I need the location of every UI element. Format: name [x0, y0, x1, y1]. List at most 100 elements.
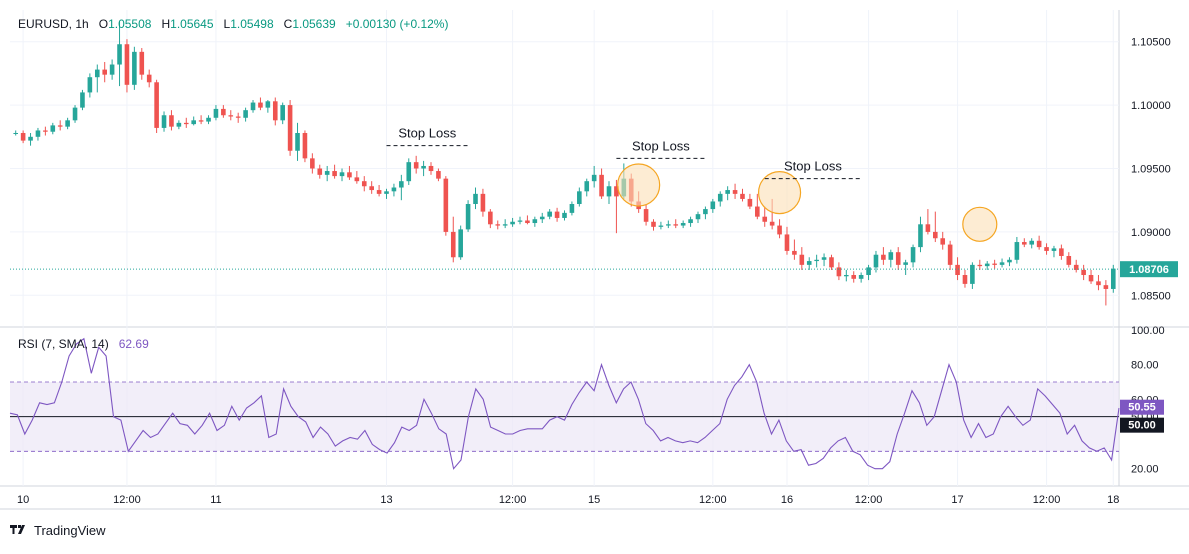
- time-tick-label: 16: [781, 494, 793, 506]
- candle: [421, 160, 426, 177]
- candle-body: [999, 262, 1005, 265]
- candle: [1059, 244, 1064, 260]
- candle-body: [169, 115, 174, 127]
- candle: [866, 264, 871, 281]
- candle-body: [821, 257, 827, 260]
- candle-body: [970, 264, 975, 284]
- price-tick-label: 1.10500: [1131, 37, 1171, 49]
- candle-body: [984, 263, 990, 267]
- candle-body: [895, 252, 901, 265]
- candle: [814, 254, 819, 268]
- candle-body: [569, 204, 575, 213]
- candle-body: [1051, 248, 1057, 251]
- candle: [970, 262, 975, 289]
- candle: [1066, 252, 1072, 268]
- candle-body: [361, 181, 367, 187]
- low-label: L: [223, 17, 231, 31]
- candle: [280, 102, 285, 125]
- candles[interactable]: [13, 21, 1116, 306]
- candle-body: [1081, 269, 1086, 276]
- candle: [295, 122, 300, 161]
- low-value: 1.05498: [230, 17, 274, 31]
- candle-body: [1088, 275, 1094, 282]
- time-tick-label: 11: [210, 494, 221, 506]
- candle: [777, 219, 782, 239]
- candle: [250, 100, 256, 113]
- candle: [339, 168, 345, 182]
- candle: [57, 120, 63, 131]
- candle-body: [940, 238, 946, 245]
- candle: [213, 105, 219, 121]
- candle-body: [384, 191, 389, 194]
- rsi-legend: RSI (7, SMA, 14) 62.69: [18, 337, 149, 351]
- candle-body: [1110, 268, 1116, 289]
- stop-loss-label: Stop Loss: [632, 138, 690, 153]
- rsi-tick-label: 20.00: [1131, 464, 1159, 476]
- candle-body: [117, 44, 122, 65]
- candle: [517, 216, 523, 225]
- candle: [643, 204, 649, 226]
- candle-body: [35, 130, 41, 137]
- candle-body: [844, 275, 849, 277]
- candle: [762, 206, 768, 227]
- candle: [235, 112, 241, 123]
- candle-body: [139, 51, 145, 75]
- candle-body: [399, 181, 404, 188]
- stop-loss-label: Stop Loss: [784, 159, 842, 174]
- candle-body: [458, 229, 463, 258]
- rsi-line[interactable]: [9, 337, 1120, 470]
- candle-body: [87, 77, 93, 93]
- candle-body: [124, 44, 130, 85]
- candle-body: [436, 171, 441, 179]
- candle-body: [317, 168, 323, 175]
- candle-body: [480, 193, 486, 212]
- candle-body: [814, 259, 819, 262]
- stop-markers: [617, 163, 998, 242]
- candle: [161, 111, 167, 132]
- candle-body: [710, 201, 716, 210]
- candle-body: [747, 198, 753, 207]
- candle-body: [532, 219, 538, 224]
- candle: [710, 198, 716, 213]
- candle: [1014, 236, 1020, 264]
- candle-body: [391, 187, 397, 192]
- axes: 1.10500 1.10000 1.09500 1.09000 1.08500 10 12:…: [10, 37, 1178, 506]
- symbol: EURUSD: [18, 17, 69, 31]
- candle: [925, 209, 931, 235]
- candle-body: [198, 120, 204, 122]
- candle: [903, 259, 908, 276]
- candle-body: [354, 177, 360, 182]
- candle-body: [769, 221, 775, 226]
- tradingview-brand[interactable]: TradingView: [10, 523, 106, 538]
- candle-body: [829, 257, 834, 268]
- candle: [673, 219, 679, 229]
- candle-body: [183, 122, 189, 125]
- time-tick-label: 17: [951, 494, 963, 506]
- candle: [399, 174, 404, 201]
- candle-body: [488, 211, 493, 225]
- candle-body: [688, 219, 693, 224]
- candle: [72, 105, 78, 123]
- candle: [228, 110, 234, 121]
- candle-body: [191, 120, 196, 125]
- candle: [577, 187, 582, 207]
- candle: [940, 231, 946, 250]
- time-tick-label: 15: [588, 494, 600, 506]
- candle: [384, 188, 389, 199]
- candle: [725, 186, 730, 201]
- candle: [450, 216, 456, 263]
- candle: [154, 79, 159, 133]
- candle-body: [918, 224, 923, 248]
- rsi-tick-label: 100.00: [1131, 325, 1165, 337]
- ohlc-legend: EURUSD, 1h O1.05508 H1.05645 L1.05498 C1…: [18, 17, 449, 31]
- candle: [287, 100, 293, 156]
- candle: [324, 165, 330, 182]
- candle: [480, 188, 486, 217]
- candle: [918, 216, 923, 253]
- candle: [495, 220, 501, 230]
- candle-body: [1036, 240, 1042, 248]
- open-label: O: [98, 17, 109, 31]
- candle: [717, 191, 723, 207]
- candle-body: [584, 181, 590, 192]
- candle: [354, 171, 360, 184]
